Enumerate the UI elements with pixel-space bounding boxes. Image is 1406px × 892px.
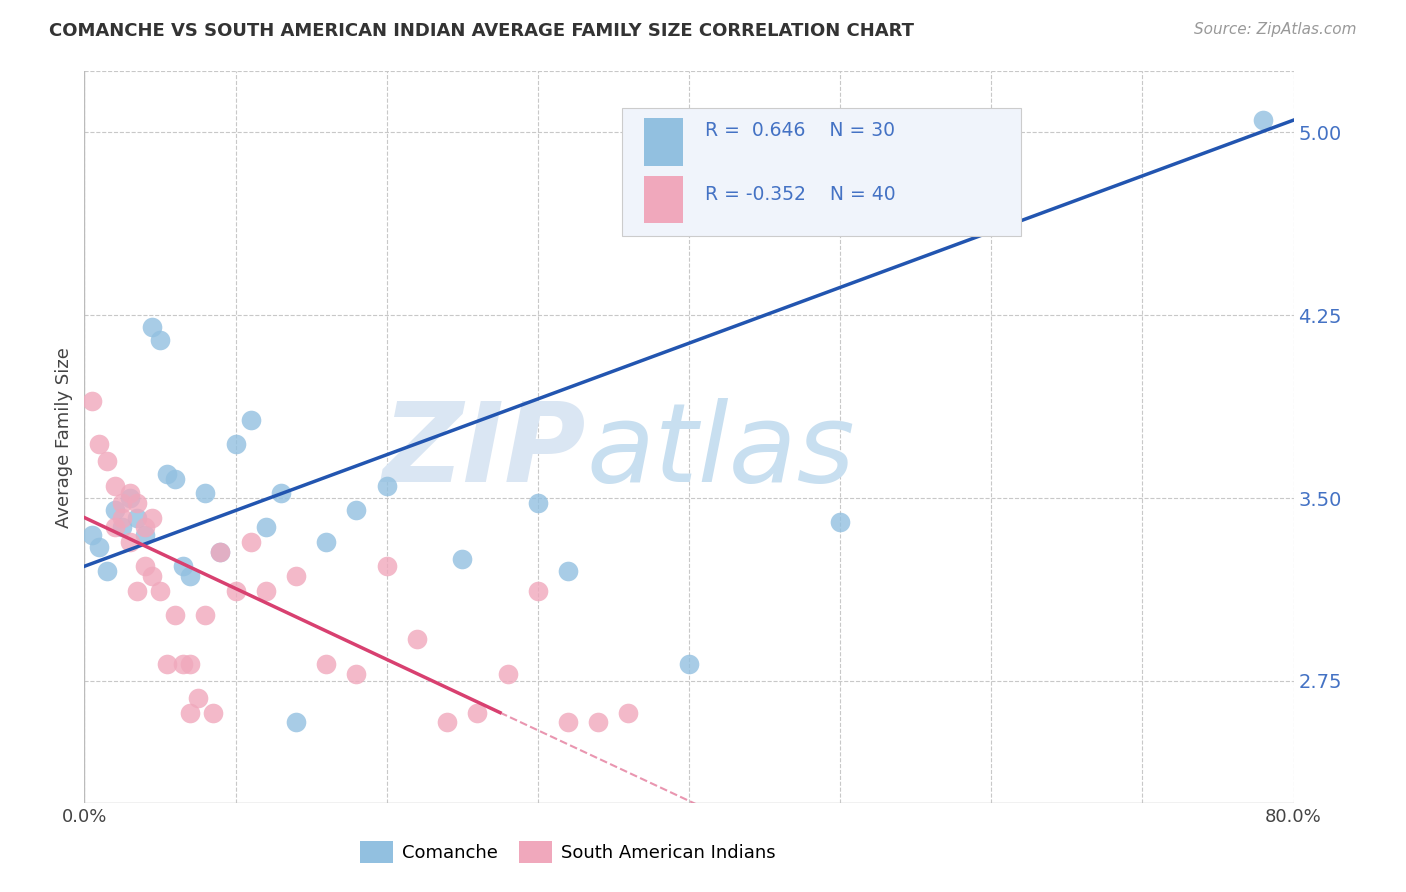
Point <box>134 527 156 541</box>
Point <box>346 503 368 517</box>
Point <box>617 706 640 720</box>
Point <box>451 552 474 566</box>
Point <box>201 706 224 720</box>
Point <box>118 491 141 505</box>
Point <box>225 583 247 598</box>
FancyBboxPatch shape <box>644 176 683 223</box>
Point <box>194 486 217 500</box>
Point <box>254 520 277 534</box>
Point <box>588 715 610 730</box>
Point <box>134 520 156 534</box>
Point <box>194 608 217 623</box>
Point <box>239 535 262 549</box>
Point <box>254 583 277 598</box>
Point <box>172 559 194 574</box>
Point <box>156 467 179 481</box>
Point <box>375 559 398 574</box>
Point <box>346 666 368 681</box>
Point <box>209 544 232 558</box>
Point <box>111 496 134 510</box>
Point <box>209 544 232 558</box>
Point <box>111 510 134 524</box>
Point <box>96 564 118 578</box>
Point <box>239 413 262 427</box>
Point <box>557 715 579 730</box>
Text: COMANCHE VS SOUTH AMERICAN INDIAN AVERAGE FAMILY SIZE CORRELATION CHART: COMANCHE VS SOUTH AMERICAN INDIAN AVERAG… <box>49 22 914 40</box>
Point <box>270 486 292 500</box>
Y-axis label: Average Family Size: Average Family Size <box>55 347 73 527</box>
Text: Source: ZipAtlas.com: Source: ZipAtlas.com <box>1194 22 1357 37</box>
Text: R = -0.352    N = 40: R = -0.352 N = 40 <box>704 186 896 204</box>
Point <box>1253 113 1275 128</box>
Text: ZIP: ZIP <box>382 398 586 505</box>
Point <box>89 437 111 451</box>
Point <box>156 657 179 671</box>
Point <box>179 657 201 671</box>
Point <box>149 333 172 347</box>
Point <box>134 559 156 574</box>
Point <box>104 520 127 534</box>
Point <box>467 706 489 720</box>
Point <box>179 706 201 720</box>
Point <box>678 657 700 671</box>
Point <box>557 564 579 578</box>
Point <box>127 510 149 524</box>
FancyBboxPatch shape <box>644 118 683 166</box>
Point <box>89 540 111 554</box>
Point <box>830 516 852 530</box>
Point <box>141 510 163 524</box>
Point <box>527 496 550 510</box>
Point <box>127 583 149 598</box>
Point <box>80 393 103 408</box>
Point <box>80 527 103 541</box>
Point <box>285 569 308 583</box>
Point <box>127 496 149 510</box>
Point <box>96 454 118 468</box>
Point <box>118 535 141 549</box>
Point <box>104 503 127 517</box>
Point <box>527 583 550 598</box>
Text: R =  0.646    N = 30: R = 0.646 N = 30 <box>704 120 894 140</box>
Point <box>165 471 187 485</box>
Point <box>118 486 141 500</box>
FancyBboxPatch shape <box>623 108 1022 235</box>
Point <box>141 569 163 583</box>
Point <box>225 437 247 451</box>
Point <box>496 666 519 681</box>
Point <box>179 569 201 583</box>
Point <box>285 715 308 730</box>
Point <box>111 520 134 534</box>
Point <box>141 320 163 334</box>
Point <box>104 479 127 493</box>
Point <box>172 657 194 671</box>
Point <box>165 608 187 623</box>
Point <box>187 690 209 705</box>
Point <box>149 583 172 598</box>
Text: atlas: atlas <box>586 398 855 505</box>
Legend: Comanche, South American Indians: Comanche, South American Indians <box>360 841 776 863</box>
Point <box>375 479 398 493</box>
Point <box>436 715 458 730</box>
Point <box>315 657 337 671</box>
Point <box>406 632 429 647</box>
Point <box>315 535 337 549</box>
